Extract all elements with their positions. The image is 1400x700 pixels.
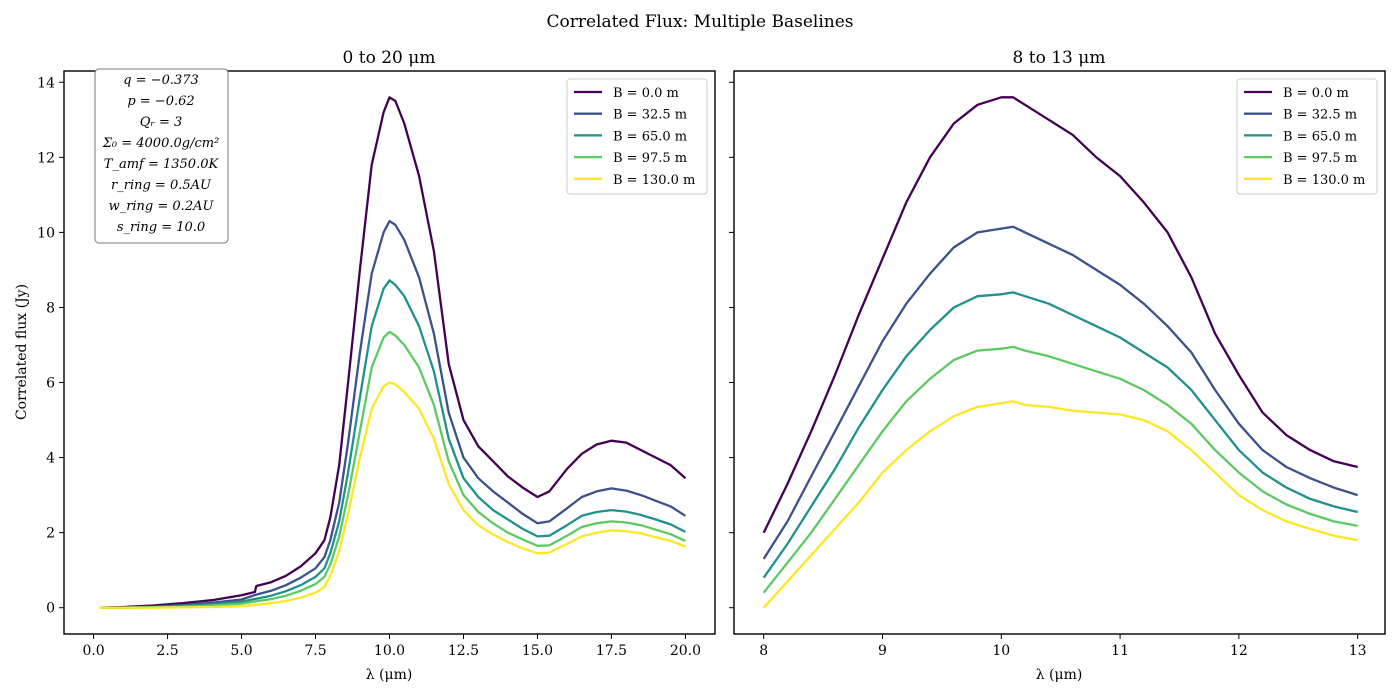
param-rring: r_ring = 0.5AU (111, 178, 212, 193)
param-p: p = −0.62 (127, 94, 194, 109)
right-legend-frame (1236, 78, 1378, 195)
right-x-tick-label: 11 (1111, 643, 1129, 659)
left-y-tick-label: 2 (46, 526, 55, 542)
left-series-line-1 (99, 219, 687, 609)
right-x-tick-label: 10 (992, 643, 1010, 659)
left-series-line-4 (99, 381, 686, 609)
left-legend-label: B = 65.0 m (613, 129, 687, 144)
right-series-line-3 (762, 345, 1358, 594)
left-legend-label: B = 0.0 m (613, 86, 679, 101)
left-y-tick-label: 14 (37, 75, 55, 91)
right-chart-title: 8 to 13 μm (1013, 48, 1106, 68)
left-legend-label: B = 130.0 m (613, 173, 695, 188)
left-x-axis-label: λ (μm) (366, 667, 413, 683)
parameters-box-frame (94, 68, 229, 244)
left-legend-frame (566, 78, 708, 195)
right-x-tick-label: 9 (878, 643, 887, 659)
right-x-tick-label: 13 (1349, 643, 1367, 659)
left-y-tick-label: 12 (37, 150, 55, 166)
right-legend-label: B = 0.0 m (1283, 86, 1349, 101)
left-x-tick-label: 0.0 (82, 643, 104, 659)
right-series-line-2 (762, 291, 1358, 579)
right-x-tick-label: 12 (1230, 643, 1248, 659)
param-sigma0: Σ₀ = 4000.0g/cm² (102, 136, 220, 151)
right-plot-frame (733, 70, 1386, 635)
right-legend-label: B = 65.0 m (1283, 129, 1357, 144)
left-x-tick-label: 17.5 (596, 643, 627, 659)
param-tamf: T_amf = 1350.0K (104, 157, 220, 172)
right-x-tick-label: 8 (759, 643, 768, 659)
right-series-line-0 (762, 96, 1358, 534)
left-x-tick-label: 7.5 (304, 643, 326, 659)
left-x-tick-label: 10.0 (374, 643, 405, 659)
figure-suptitle: Correlated Flux: Multiple Baselines (546, 12, 853, 32)
left-x-tick-label: 5.0 (230, 643, 252, 659)
right-legend: B = 0.0 m B = 32.5 m B = 65.0 m B = 97.5 m B… (1236, 78, 1378, 195)
param-q: q = −0.373 (123, 73, 199, 88)
left-series-line-2 (99, 279, 686, 609)
left-x-tick-label: 15.0 (522, 643, 553, 659)
left-x-tick-label: 12.5 (448, 643, 479, 659)
right-x-axis-label: λ (μm) (1036, 667, 1083, 683)
left-y-tick-label: 8 (46, 300, 55, 316)
right-legend-label: B = 32.5 m (1283, 108, 1357, 123)
left-series-line-0 (99, 96, 687, 609)
left-legend-label: B = 97.5 m (613, 151, 687, 166)
left-chart-title: 0 to 20 μm (343, 48, 436, 68)
left-y-tick-label: 0 (46, 601, 55, 617)
param-wring: w_ring = 0.2AU (109, 199, 215, 214)
left-x-tick-label: 2.5 (156, 643, 178, 659)
param-sring: s_ring = 10.0 (117, 220, 205, 235)
left-y-tick-label: 10 (37, 225, 55, 241)
parameters-box: q = −0.373 p = −0.62 Qᵣ = 3 Σ₀ = 4000.0g… (94, 68, 229, 244)
left-x-tick-label: 20.0 (670, 643, 701, 659)
left-legend-label: B = 32.5 m (613, 108, 687, 123)
left-y-tick-label: 6 (46, 376, 55, 392)
right-series-line-4 (762, 400, 1358, 609)
chart-left-0-to-20: 0 to 20 μm λ (μm) Correlated flux (Jy) 0… (14, 48, 716, 683)
right-legend-label: B = 97.5 m (1283, 151, 1357, 166)
right-legend-label: B = 130.0 m (1283, 173, 1365, 188)
left-series-line-3 (99, 330, 686, 609)
chart-right-8-to-13: 8 to 13 μm λ (μm) 8 9 10 11 12 13B = 0.0 mB =… (729, 48, 1386, 683)
left-legend: B = 0.0 m B = 32.5 m B = 65.0 m B = 97.5 m B… (566, 78, 708, 195)
param-qr: Qᵣ = 3 (140, 115, 183, 130)
right-series-line-1 (762, 225, 1359, 560)
left-y-axis-label: Correlated flux (Jy) (14, 284, 30, 420)
left-y-tick-label: 4 (46, 451, 55, 467)
